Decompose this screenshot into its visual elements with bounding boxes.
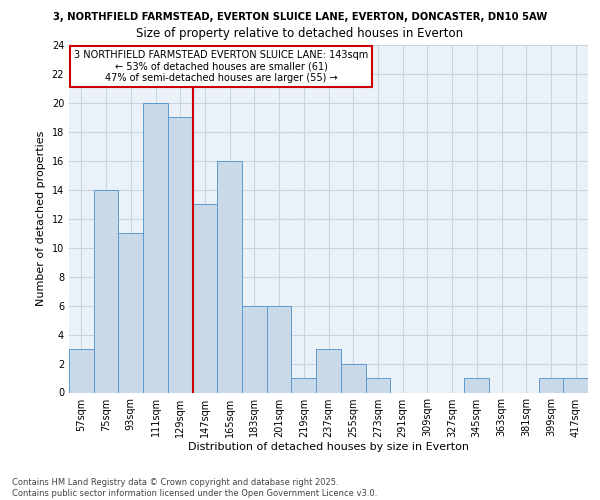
Bar bbox=[217, 161, 242, 392]
Bar bbox=[118, 233, 143, 392]
Bar bbox=[316, 349, 341, 393]
Text: Contains HM Land Registry data © Crown copyright and database right 2025.
Contai: Contains HM Land Registry data © Crown c… bbox=[12, 478, 377, 498]
Bar bbox=[193, 204, 217, 392]
Bar bbox=[94, 190, 118, 392]
Bar bbox=[168, 118, 193, 392]
Bar bbox=[539, 378, 563, 392]
Bar bbox=[365, 378, 390, 392]
Bar bbox=[464, 378, 489, 392]
Bar bbox=[563, 378, 588, 392]
Bar bbox=[143, 103, 168, 393]
Bar bbox=[341, 364, 365, 392]
Text: 3, NORTHFIELD FARMSTEAD, EVERTON SLUICE LANE, EVERTON, DONCASTER, DN10 5AW: 3, NORTHFIELD FARMSTEAD, EVERTON SLUICE … bbox=[53, 12, 547, 22]
Bar bbox=[292, 378, 316, 392]
X-axis label: Distribution of detached houses by size in Everton: Distribution of detached houses by size … bbox=[188, 442, 469, 452]
Bar bbox=[267, 306, 292, 392]
Bar bbox=[69, 349, 94, 393]
Bar bbox=[242, 306, 267, 392]
Text: 3 NORTHFIELD FARMSTEAD EVERTON SLUICE LANE: 143sqm
← 53% of detached houses are : 3 NORTHFIELD FARMSTEAD EVERTON SLUICE LA… bbox=[74, 50, 368, 84]
Y-axis label: Number of detached properties: Number of detached properties bbox=[36, 131, 46, 306]
Text: Size of property relative to detached houses in Everton: Size of property relative to detached ho… bbox=[136, 28, 464, 40]
